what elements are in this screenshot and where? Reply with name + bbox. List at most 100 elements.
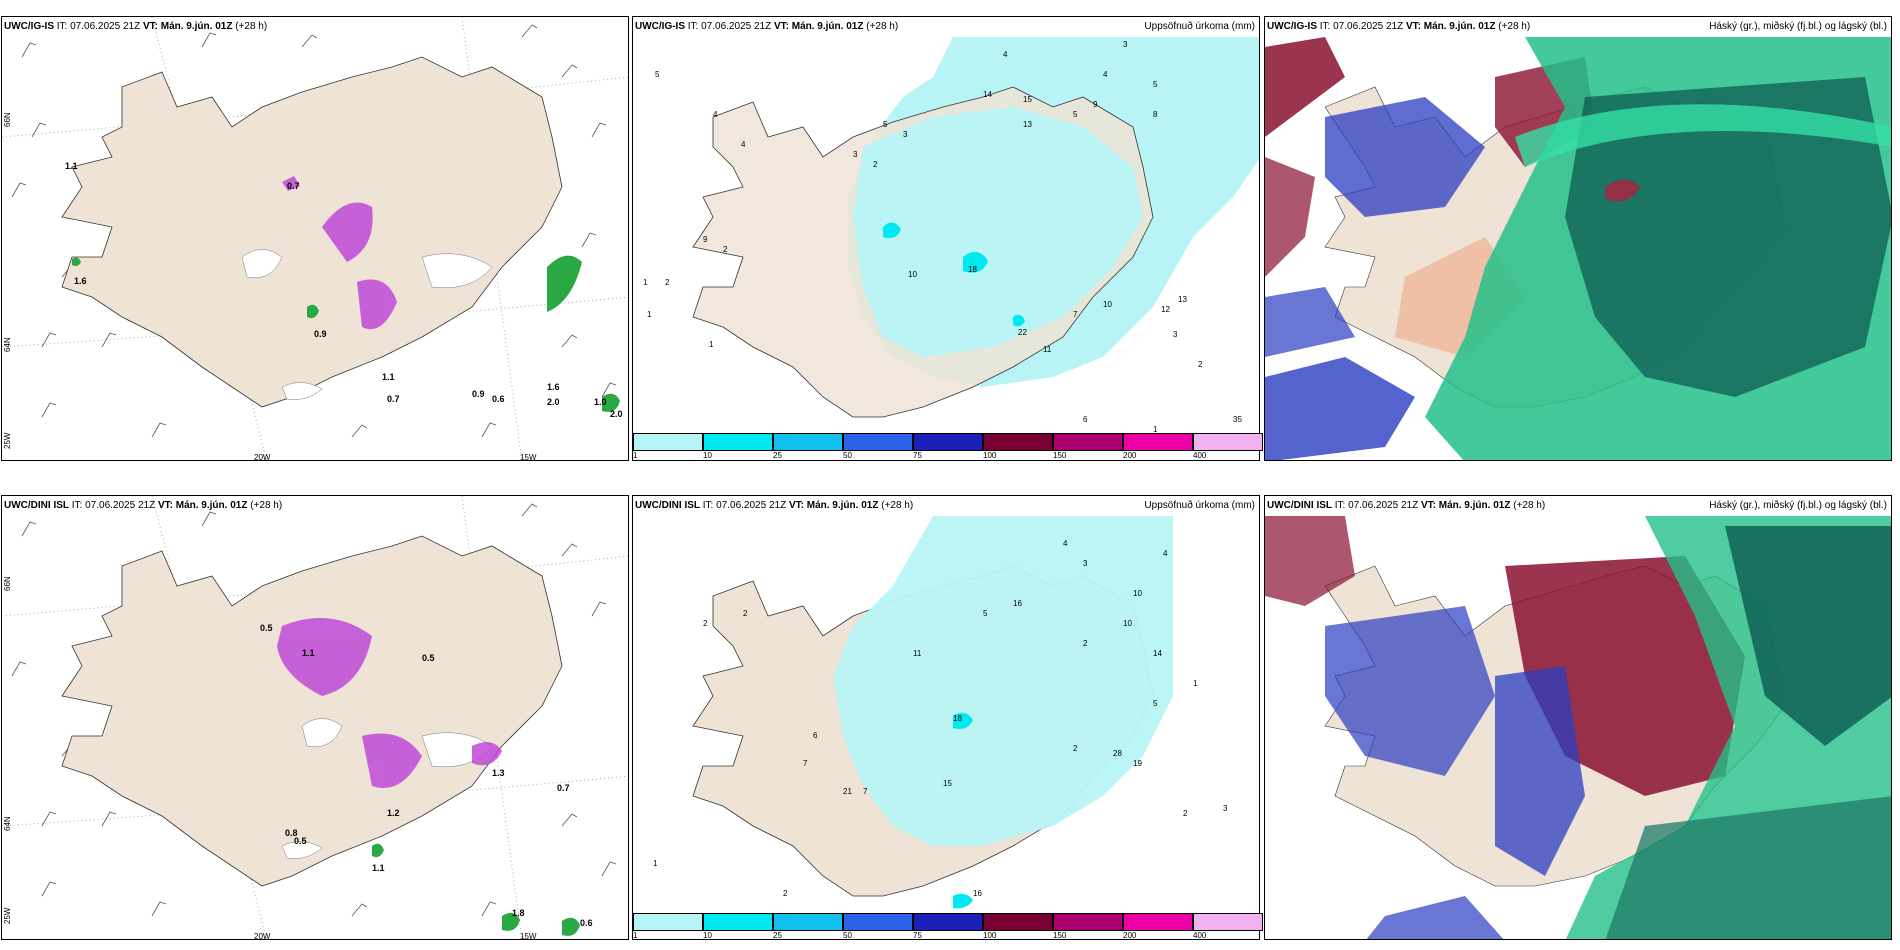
rain-areas: [372, 843, 580, 936]
svg-text:18: 18: [968, 265, 977, 274]
svg-text:13: 13: [1023, 120, 1032, 129]
svg-text:1.8: 1.8: [512, 908, 525, 918]
map-clouds: [1265, 496, 1891, 939]
svg-text:19: 19: [1133, 759, 1142, 768]
svg-text:4: 4: [741, 140, 746, 149]
map-precip: 5 4 4 9 2 1 2 1 1 3 2 5 3 4 14 15 13 5 9…: [643, 37, 1259, 434]
svg-text:7: 7: [803, 759, 808, 768]
high-cloud-stripe: [1515, 104, 1891, 167]
panel-header: UWC/IG-IS IT: 07.06.2025 21Z VT: Mán. 9.…: [4, 21, 268, 32]
colorbar-tick: 50: [843, 451, 852, 460]
svg-text:3: 3: [1083, 559, 1088, 568]
colorbar-tick: 200: [1123, 931, 1137, 940]
svg-text:1: 1: [643, 278, 648, 287]
svg-text:2: 2: [743, 609, 748, 618]
colorbar-tick: 10: [703, 451, 712, 460]
svg-text:10: 10: [1123, 619, 1132, 628]
lon-label-15w: 15W: [520, 932, 537, 940]
colorbar-segment: [983, 433, 1053, 451]
precip-amount-labels: 5 4 4 9 2 1 2 1 1 3 2 5 3 4 14 15 13 5 9…: [643, 40, 1242, 434]
svg-text:2: 2: [873, 160, 878, 169]
panel-header: UWC/IG-IS IT: 07.06.2025 21Z VT: Mán. 9.…: [635, 21, 899, 32]
svg-text:35: 35: [1233, 415, 1242, 424]
mid-cloud-center: [1495, 666, 1585, 876]
precip-amount-labels: 2 2 1 2 6 7 21 7 15 16 11 18 28 19 10 14…: [653, 539, 1228, 898]
map-clouds: [1265, 17, 1891, 460]
colorbar-segment: [843, 913, 913, 931]
mid-cloud-sw: [1265, 357, 1415, 460]
panel-dini-precip: UWC/DINI ISL IT: 07.06.2025 21Z VT: Mán.…: [632, 495, 1260, 940]
colorbar-tick: 1: [633, 931, 638, 940]
mid-cloud-west: [1325, 97, 1485, 217]
panel-dini-clouds: UWC/DINI ISL IT: 07.06.2025 21Z VT: Mán.…: [1264, 495, 1892, 940]
precip-heavy-2: [953, 893, 973, 909]
high-cloud-dark-2: [1605, 796, 1891, 939]
svg-text:2.0: 2.0: [610, 409, 623, 419]
colorbar-tick: 400: [1193, 931, 1207, 940]
svg-text:3: 3: [1123, 40, 1128, 49]
svg-text:0.5: 0.5: [260, 623, 273, 633]
snow-areas: [277, 618, 502, 788]
panel-title-right: Uppsöfnuð úrkoma (mm): [1144, 500, 1255, 511]
lat-label-64n: 64N: [3, 337, 12, 352]
svg-text:12: 12: [1161, 305, 1170, 314]
precip-heavy: [963, 251, 988, 273]
svg-text:5: 5: [883, 120, 888, 129]
svg-text:0.5: 0.5: [294, 836, 307, 846]
svg-text:3: 3: [1223, 804, 1228, 813]
panel-header: UWC/DINI ISL IT: 07.06.2025 21Z VT: Mán.…: [1267, 500, 1546, 511]
svg-text:2: 2: [1198, 360, 1203, 369]
svg-text:16: 16: [1013, 599, 1022, 608]
colorbar-tick: 200: [1123, 451, 1137, 460]
colorbar-segment: [1053, 433, 1123, 451]
svg-text:4: 4: [1063, 539, 1068, 548]
map-wind: 1.1 1.6 0.7 0.9 1.1 0.7 0.9 0.6 1.6 2.0 …: [2, 17, 628, 460]
snow-areas: [282, 176, 397, 330]
mid-cloud-sw-2: [1265, 287, 1355, 357]
svg-text:0.6: 0.6: [580, 918, 593, 928]
precip-heavy: [953, 712, 973, 729]
svg-text:0.7: 0.7: [287, 181, 300, 191]
colorbar-segment: [633, 433, 703, 451]
colorbar-segment: [633, 913, 703, 931]
colorbar-tick: 400: [1193, 451, 1207, 460]
wind-barbs: [11, 24, 617, 438]
svg-text:7: 7: [1073, 310, 1078, 319]
svg-text:6: 6: [813, 731, 818, 740]
svg-text:5: 5: [1153, 80, 1158, 89]
svg-text:7: 7: [863, 787, 868, 796]
rain-amount-labels: 0.5 1.1 0.8 0.5 0.5 1.1 1.2 1.3 0.7 1.8 …: [260, 623, 593, 928]
colorbar-tick: 150: [1053, 931, 1067, 940]
mid-cloud-south: [1366, 896, 1504, 939]
low-cloud-west-2: [1265, 157, 1315, 277]
lat-label-66n: 66N: [3, 576, 12, 591]
glaciers: [241, 249, 493, 400]
colorbar-segment: [913, 433, 983, 451]
colorbar-tick: 10: [703, 931, 712, 940]
colorbar-segment: [1123, 433, 1193, 451]
colorbar-tick: 75: [913, 451, 922, 460]
map-wind: 0.5 1.1 0.8 0.5 0.5 1.1 1.2 1.3 0.7 1.8 …: [2, 496, 628, 939]
svg-text:1.3: 1.3: [492, 768, 505, 778]
svg-text:3: 3: [1173, 330, 1178, 339]
panel-ig-precip: UWC/IG-IS IT: 07.06.2025 21Z VT: Mán. 9.…: [632, 16, 1260, 461]
colorbar-top: 1 10 25 50 75 100 150 200 400: [633, 433, 1263, 460]
svg-text:14: 14: [983, 90, 992, 99]
svg-text:10: 10: [908, 270, 917, 279]
svg-text:22: 22: [1018, 328, 1027, 337]
svg-text:1: 1: [647, 310, 652, 319]
colorbar-tick: 25: [773, 451, 782, 460]
svg-text:16: 16: [973, 889, 982, 898]
svg-text:0.7: 0.7: [557, 783, 570, 793]
svg-text:0.7: 0.7: [387, 394, 400, 404]
svg-text:0.9: 0.9: [472, 389, 485, 399]
svg-text:28: 28: [1113, 749, 1122, 758]
svg-text:4: 4: [1163, 549, 1168, 558]
svg-text:5: 5: [983, 609, 988, 618]
svg-text:1.6: 1.6: [74, 276, 87, 286]
panel-ig-wind-precip: UWC/IG-IS IT: 07.06.2025 21Z VT: Mán. 9.…: [1, 16, 629, 461]
colorbar-tick: 100: [983, 931, 997, 940]
svg-text:8: 8: [1153, 110, 1158, 119]
lon-label-15w: 15W: [520, 453, 537, 461]
svg-text:9: 9: [703, 235, 708, 244]
